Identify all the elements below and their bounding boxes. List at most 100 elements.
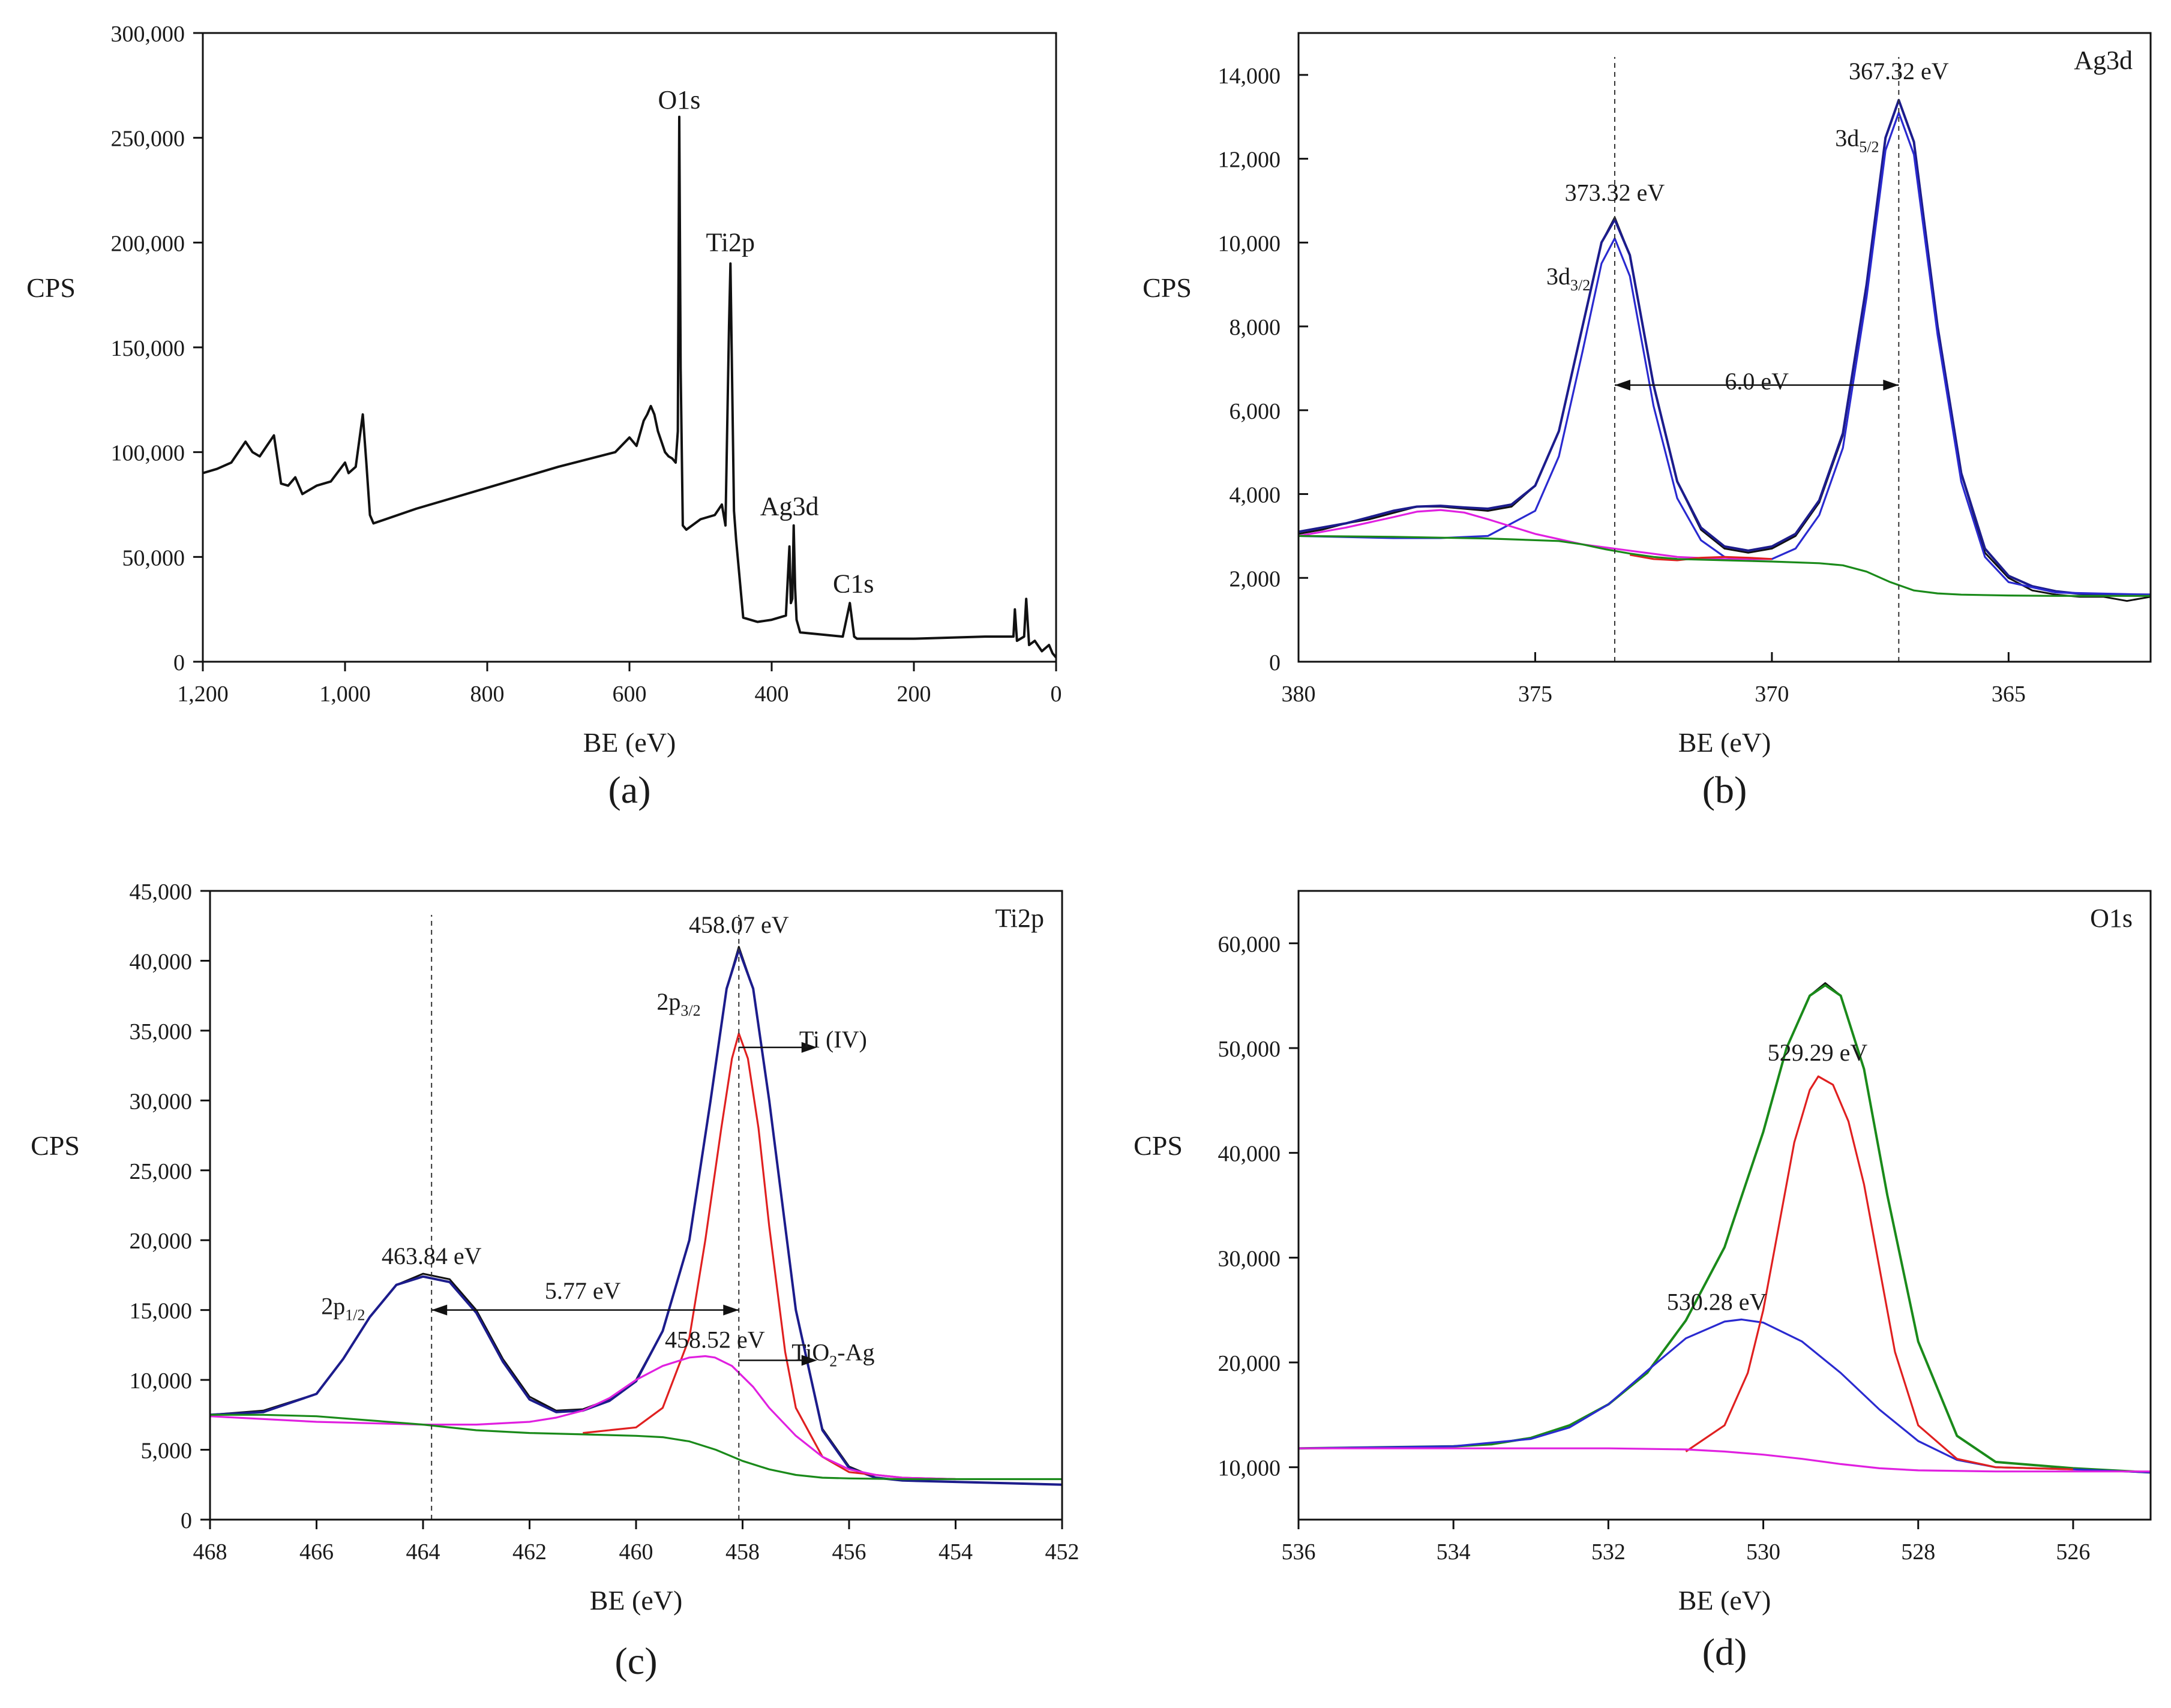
- pointer-arrowhead: [801, 1041, 817, 1053]
- panel-label: (d): [1702, 1631, 1747, 1673]
- subscript-label-main: 2p: [656, 988, 680, 1015]
- subscript-label: 2p1/2: [321, 1293, 365, 1324]
- annotation-label: 373.32 eV: [1565, 179, 1665, 206]
- x-tick-label: 460: [619, 1539, 653, 1565]
- annotation-label: C1s: [833, 569, 874, 599]
- y-tick-label: 14,000: [1218, 64, 1281, 89]
- annotation-label: Ti (IV): [799, 1026, 867, 1053]
- x-tick-label: 456: [832, 1539, 866, 1565]
- annotation-label: 367.32 eV: [1849, 58, 1949, 85]
- x-tick-label: 466: [299, 1539, 334, 1565]
- y-tick-label: 0: [181, 1508, 192, 1533]
- x-tick-label: 534: [1437, 1539, 1471, 1565]
- y-tick-label: 4,000: [1230, 483, 1281, 508]
- y-tick-label: 10,000: [130, 1368, 193, 1394]
- series-group: [203, 115, 1056, 659]
- chart-panel-d: 536 534 532 530 528 526 10,000 20,000 30,000 40,0…: [1134, 890, 2152, 1673]
- series-line-background: [1299, 1447, 2151, 1473]
- series-group: [1299, 98, 2151, 602]
- subscript-label-sub: 2: [829, 1353, 837, 1370]
- annotation-label: Ag3d: [760, 491, 819, 521]
- y-tick-label: 0: [1269, 650, 1281, 676]
- x-tick-label: 468: [193, 1539, 227, 1565]
- series-group: [210, 945, 1062, 1486]
- y-tick-label: 50,000: [122, 545, 185, 571]
- x-tick-label: 600: [613, 682, 647, 707]
- subscript-label-sub: 1/2: [345, 1307, 365, 1324]
- subscript-label: TiO2-Ag: [791, 1339, 874, 1370]
- x-tick-label: 365: [1992, 682, 2026, 707]
- y-tick-label: 25,000: [130, 1159, 193, 1184]
- y-tick-label: 100,000: [111, 441, 185, 466]
- series-line-envelope: [1299, 98, 2151, 596]
- subscript-label-suffix: -Ag: [837, 1339, 874, 1366]
- subscript-label-sub: 5/2: [1859, 139, 1879, 156]
- series-line-residual: [1629, 554, 1772, 562]
- y-tick-label: 10,000: [1218, 231, 1281, 256]
- x-tick-label: 532: [1591, 1539, 1626, 1565]
- chart-panel-b: 380 375 370 365 0 2,000 4,000 6,000 8,000 10,000 1…: [1143, 32, 2152, 811]
- annotation-label: 463.84 eV: [382, 1242, 482, 1269]
- pointer-arrowhead: [801, 1355, 817, 1366]
- y-tick-label: 6,000: [1230, 399, 1281, 424]
- x-tick-label: 458: [725, 1539, 760, 1565]
- y-axis-title: CPS: [1143, 272, 1192, 303]
- y-tick-label: 35,000: [130, 1019, 193, 1044]
- subscript-label: 3d3/2: [1546, 263, 1590, 294]
- splitting-arrowhead-left: [1614, 379, 1630, 391]
- subscript-label: 2p3/2: [656, 988, 700, 1019]
- annotation-label: O1s: [658, 85, 700, 115]
- x-tick-label: 375: [1518, 682, 1552, 707]
- series-line-background: [210, 1413, 1062, 1481]
- subscript-label-main: 2p: [321, 1293, 345, 1320]
- element-label: Ag3d: [2074, 46, 2133, 75]
- annotation-label: 458.07 eV: [689, 911, 789, 938]
- y-tick-label: 10,000: [1218, 1456, 1281, 1481]
- x-axis-title: BE (eV): [590, 1585, 683, 1616]
- x-tick-label: 800: [470, 682, 505, 707]
- y-tick-label: 250,000: [111, 127, 185, 152]
- chart-panel-c: 468 466 464 462 460 458 456 454 452 0 5,000 10,000 1…: [31, 879, 1079, 1682]
- splitting-arrowhead-right: [723, 1304, 739, 1316]
- x-axis-title: BE (eV): [583, 727, 676, 758]
- x-tick-label: 536: [1282, 1539, 1316, 1565]
- y-tick-label: 300,000: [111, 22, 185, 47]
- y-tick-label: 20,000: [1218, 1351, 1281, 1376]
- x-tick-label: 370: [1755, 682, 1789, 707]
- series-line-satellite: [1299, 509, 1772, 560]
- element-label: Ti2p: [995, 903, 1044, 933]
- x-axis-title: BE (eV): [1678, 727, 1771, 758]
- x-tick-label: 200: [897, 682, 931, 707]
- x-tick-label: 400: [755, 682, 789, 707]
- y-tick-label: 150,000: [111, 336, 185, 361]
- x-tick-label: 462: [512, 1539, 547, 1565]
- x-tick-label: 464: [406, 1539, 440, 1565]
- annotation-label: Ti2p: [706, 227, 755, 257]
- subscript-label: 3d5/2: [1835, 125, 1879, 156]
- y-tick-label: 40,000: [1218, 1142, 1281, 1167]
- element-label: O1s: [2090, 903, 2133, 933]
- panel-label: (c): [614, 1640, 657, 1682]
- y-tick-label: 60,000: [1218, 932, 1281, 957]
- annotation-label: 530.28 eV: [1667, 1289, 1767, 1316]
- chart-panel-a: 1,200 1,000 800 600 400 200 0 0 50,000 100,000 150…: [26, 22, 1061, 811]
- annotation-label: 458.52 eV: [665, 1326, 765, 1353]
- y-tick-label: 30,000: [1218, 1246, 1281, 1271]
- subscript-label-sub: 3/2: [680, 1002, 700, 1019]
- y-tick-label: 12,000: [1218, 148, 1281, 173]
- y-tick-label: 8,000: [1230, 315, 1281, 340]
- x-tick-label: 1,200: [177, 682, 229, 707]
- annotation-label: 5.77 eV: [545, 1277, 621, 1304]
- x-tick-label: 452: [1045, 1539, 1079, 1565]
- y-tick-label: 30,000: [130, 1089, 193, 1114]
- x-tick-label: 1,000: [319, 682, 371, 707]
- x-tick-label: 526: [2056, 1539, 2090, 1565]
- y-tick-label: 20,000: [130, 1229, 193, 1254]
- y-tick-label: 5,000: [141, 1439, 193, 1464]
- subscript-label-sub: 3/2: [1570, 277, 1590, 294]
- y-tick-label: 2,000: [1230, 566, 1281, 592]
- subscript-label-main: 3d: [1546, 263, 1570, 290]
- y-tick-label: 50,000: [1218, 1037, 1281, 1062]
- splitting-arrowhead-left: [431, 1304, 448, 1316]
